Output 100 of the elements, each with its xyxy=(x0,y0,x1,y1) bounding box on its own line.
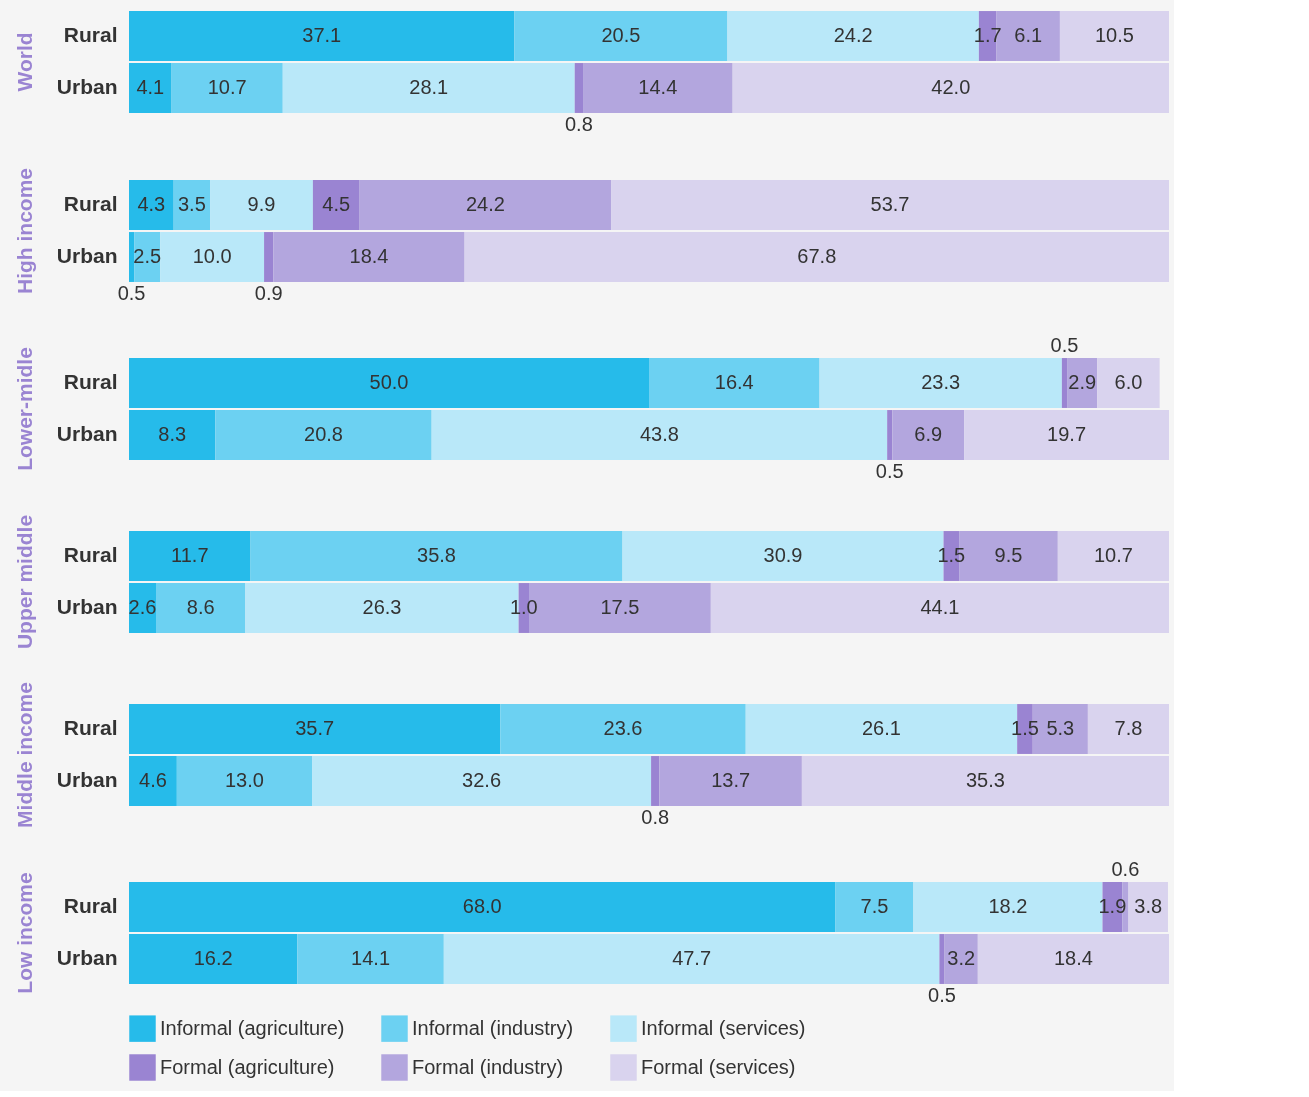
bar xyxy=(312,180,360,230)
data-label: 24.2 xyxy=(833,24,873,46)
text: Upper middle xyxy=(13,514,37,650)
bar xyxy=(977,934,1169,984)
bar xyxy=(1061,358,1068,408)
y-tick-label: Rural xyxy=(63,23,118,46)
y-tick-label: Rural xyxy=(63,370,118,393)
data-label: 50.0 xyxy=(369,371,409,393)
data-label: 23.6 xyxy=(603,717,643,739)
data-label: 17.5 xyxy=(600,596,640,618)
data-label: 5.3 xyxy=(1046,717,1075,739)
data-label: 18.2 xyxy=(988,895,1028,917)
bar xyxy=(210,180,313,230)
data-label: 0.8 xyxy=(641,806,670,828)
bar xyxy=(514,11,728,61)
data-label: 16.4 xyxy=(714,371,754,393)
legend-label: Informal (services) xyxy=(641,1016,806,1039)
data-label: 14.4 xyxy=(638,76,678,98)
bar xyxy=(732,63,1169,113)
legend-label: Informal (agriculture) xyxy=(160,1016,345,1039)
data-label: 35.7 xyxy=(295,717,335,739)
data-label: 47.7 xyxy=(672,947,712,969)
data-label: 6.1 xyxy=(1014,24,1043,46)
bar xyxy=(583,63,733,113)
data-label: 35.8 xyxy=(417,544,456,566)
data-label: 19.7 xyxy=(1047,423,1087,445)
text: World xyxy=(13,32,37,92)
text: Lower-midle xyxy=(13,347,37,471)
bar xyxy=(129,410,216,460)
data-label: 4.1 xyxy=(136,76,165,98)
data-label: 23.3 xyxy=(921,371,961,393)
data-label: 7.5 xyxy=(860,895,889,917)
bar xyxy=(659,756,802,806)
bar xyxy=(939,934,945,984)
data-label: 2.9 xyxy=(1068,371,1097,393)
bar xyxy=(129,756,177,806)
data-label: 2.6 xyxy=(128,596,157,618)
bar xyxy=(964,410,1169,460)
bar xyxy=(264,232,274,282)
y-tick-label: Urban xyxy=(56,768,118,791)
y-tick-label: Rural xyxy=(63,716,118,739)
data-label: 13.0 xyxy=(224,769,264,791)
data-label: 18.4 xyxy=(1053,947,1093,969)
data-label: 4.3 xyxy=(137,193,166,215)
data-label: 26.3 xyxy=(362,596,402,618)
data-label: 67.8 xyxy=(797,245,837,267)
data-label: 3.2 xyxy=(947,947,976,969)
text: Low income xyxy=(13,872,37,994)
bar xyxy=(156,583,246,633)
data-label: 18.4 xyxy=(349,245,389,267)
y-tick-label: Urban xyxy=(56,422,118,445)
y-tick-label: Rural xyxy=(63,543,118,566)
data-label: 26.1 xyxy=(861,717,901,739)
text: Middle income xyxy=(13,682,37,828)
data-label: 10.0 xyxy=(192,245,232,267)
data-label: 10.7 xyxy=(207,76,247,98)
bar xyxy=(801,756,1169,806)
bar xyxy=(1128,882,1168,932)
y-tick-label: Rural xyxy=(63,894,118,917)
data-label: 11.7 xyxy=(171,544,209,566)
data-label: 0.5 xyxy=(117,282,146,304)
data-label: 8.3 xyxy=(158,423,187,445)
bar xyxy=(297,934,444,984)
bar xyxy=(1087,704,1169,754)
data-label: 28.1 xyxy=(409,76,449,98)
bar xyxy=(1057,531,1169,581)
bar xyxy=(892,410,965,460)
data-label: 0.9 xyxy=(254,282,283,304)
y-tick-label: Rural xyxy=(63,192,118,215)
data-label: 7.8 xyxy=(1114,717,1143,739)
data-label: 10.5 xyxy=(1094,24,1134,46)
bar xyxy=(887,410,893,460)
bar xyxy=(431,410,888,460)
legend-label: Formal (agriculture) xyxy=(160,1055,335,1078)
data-label: 1.0 xyxy=(509,596,538,618)
data-label: 14.1 xyxy=(351,947,391,969)
bar xyxy=(359,180,612,230)
data-label: 13.7 xyxy=(711,769,751,791)
data-label: 24.2 xyxy=(465,193,505,215)
legend-label: Formal (industry) xyxy=(412,1055,564,1078)
bar xyxy=(819,358,1062,408)
data-label: 20.8 xyxy=(304,423,343,445)
bar xyxy=(835,882,914,932)
legend-label: Formal (services) xyxy=(641,1055,796,1078)
bar xyxy=(282,63,575,113)
bar xyxy=(160,232,265,282)
legend-label: Informal (industry) xyxy=(412,1016,574,1039)
data-label: 6.0 xyxy=(1114,371,1143,393)
bar xyxy=(273,232,465,282)
bar xyxy=(129,232,135,282)
bar xyxy=(176,756,313,806)
data-label: 30.9 xyxy=(763,544,803,566)
y-tick-label: Urban xyxy=(56,946,118,969)
bar xyxy=(464,232,1169,282)
bar xyxy=(129,531,251,581)
bar xyxy=(1097,358,1160,408)
y-tick-label: Urban xyxy=(56,75,118,98)
data-label: 35.3 xyxy=(965,769,1005,791)
bar xyxy=(443,934,940,984)
bar xyxy=(129,882,836,932)
